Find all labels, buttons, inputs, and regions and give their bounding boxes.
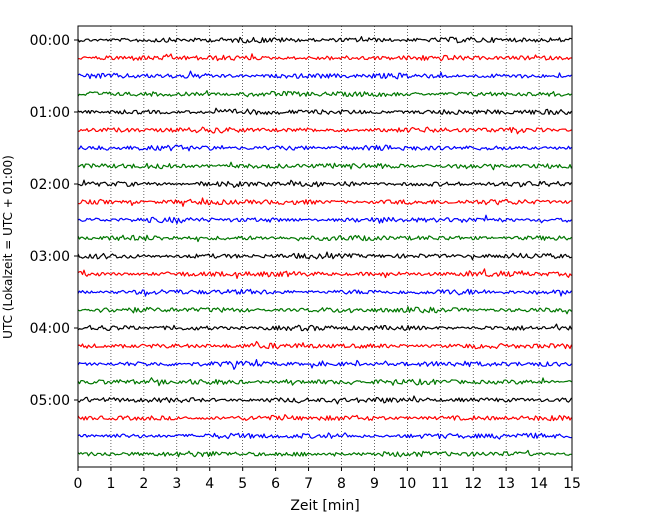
x-tick-label: 6 [271, 476, 280, 492]
trace-0045 [77, 90, 572, 98]
x-tick-label: 14 [530, 476, 548, 492]
trace-0245 [77, 234, 572, 243]
trace-0000 [77, 36, 572, 44]
x-tick-label: 3 [172, 476, 181, 492]
y-tick-label: 05:00 [30, 393, 70, 409]
x-tick-label: 10 [398, 476, 416, 492]
trace-0330 [77, 288, 572, 297]
y-tick-label: 04:00 [30, 321, 70, 337]
trace-0130 [77, 144, 572, 152]
y-tick-label: 03:00 [30, 249, 70, 265]
y-axis-title: UTC (Lokalzeit = UTC + 01:00) [1, 155, 15, 339]
trace-0200 [77, 179, 572, 188]
plot-frame [77, 25, 573, 468]
y-tick-label: 00:00 [30, 33, 70, 49]
trace-0015 [77, 53, 572, 62]
x-axis-ticks: 0 1 2 3 4 5 6 7 8 9 10 11 12 13 14 15 [74, 467, 581, 492]
x-tick-label: 9 [370, 476, 379, 492]
x-tick-label: 15 [563, 476, 581, 492]
y-tick-label: 02:00 [30, 177, 70, 193]
x-tick-label: 12 [464, 476, 482, 492]
trace-0515 [77, 414, 573, 422]
x-tick-label: 0 [74, 476, 83, 492]
trace-0345 [77, 306, 572, 315]
trace-0530 [77, 432, 572, 440]
y-axis-ticks: 00:00 01:00 02:00 03:00 04:00 05:00 [30, 33, 78, 409]
x-tick-label: 7 [304, 476, 313, 492]
x-tick-label: 1 [106, 476, 115, 492]
x-tick-label: 5 [238, 476, 247, 492]
trace-0145 [77, 161, 573, 171]
trace-0400 [77, 323, 573, 332]
trace-0500 [77, 395, 573, 405]
x-tick-label: 13 [497, 476, 515, 492]
trace-0215 [77, 197, 572, 207]
trace-0115 [77, 126, 572, 135]
x-tick-label: 4 [205, 476, 214, 492]
trace-0100 [77, 107, 573, 116]
trace-0415 [77, 340, 573, 350]
traces [77, 36, 573, 458]
x-axis-title: Zeit [min] [290, 498, 359, 514]
trace-0030 [77, 70, 572, 80]
trace-0300 [77, 251, 572, 261]
trace-0430 [77, 358, 572, 370]
x-tick-label: 11 [431, 476, 449, 492]
trace-0315 [77, 268, 572, 279]
x-tick-label: 2 [139, 476, 148, 492]
x-tick-label: 8 [337, 476, 346, 492]
trace-0445 [77, 377, 572, 387]
trace-0545 [77, 449, 572, 458]
y-tick-label: 01:00 [30, 105, 70, 121]
trace-0230 [77, 214, 572, 225]
